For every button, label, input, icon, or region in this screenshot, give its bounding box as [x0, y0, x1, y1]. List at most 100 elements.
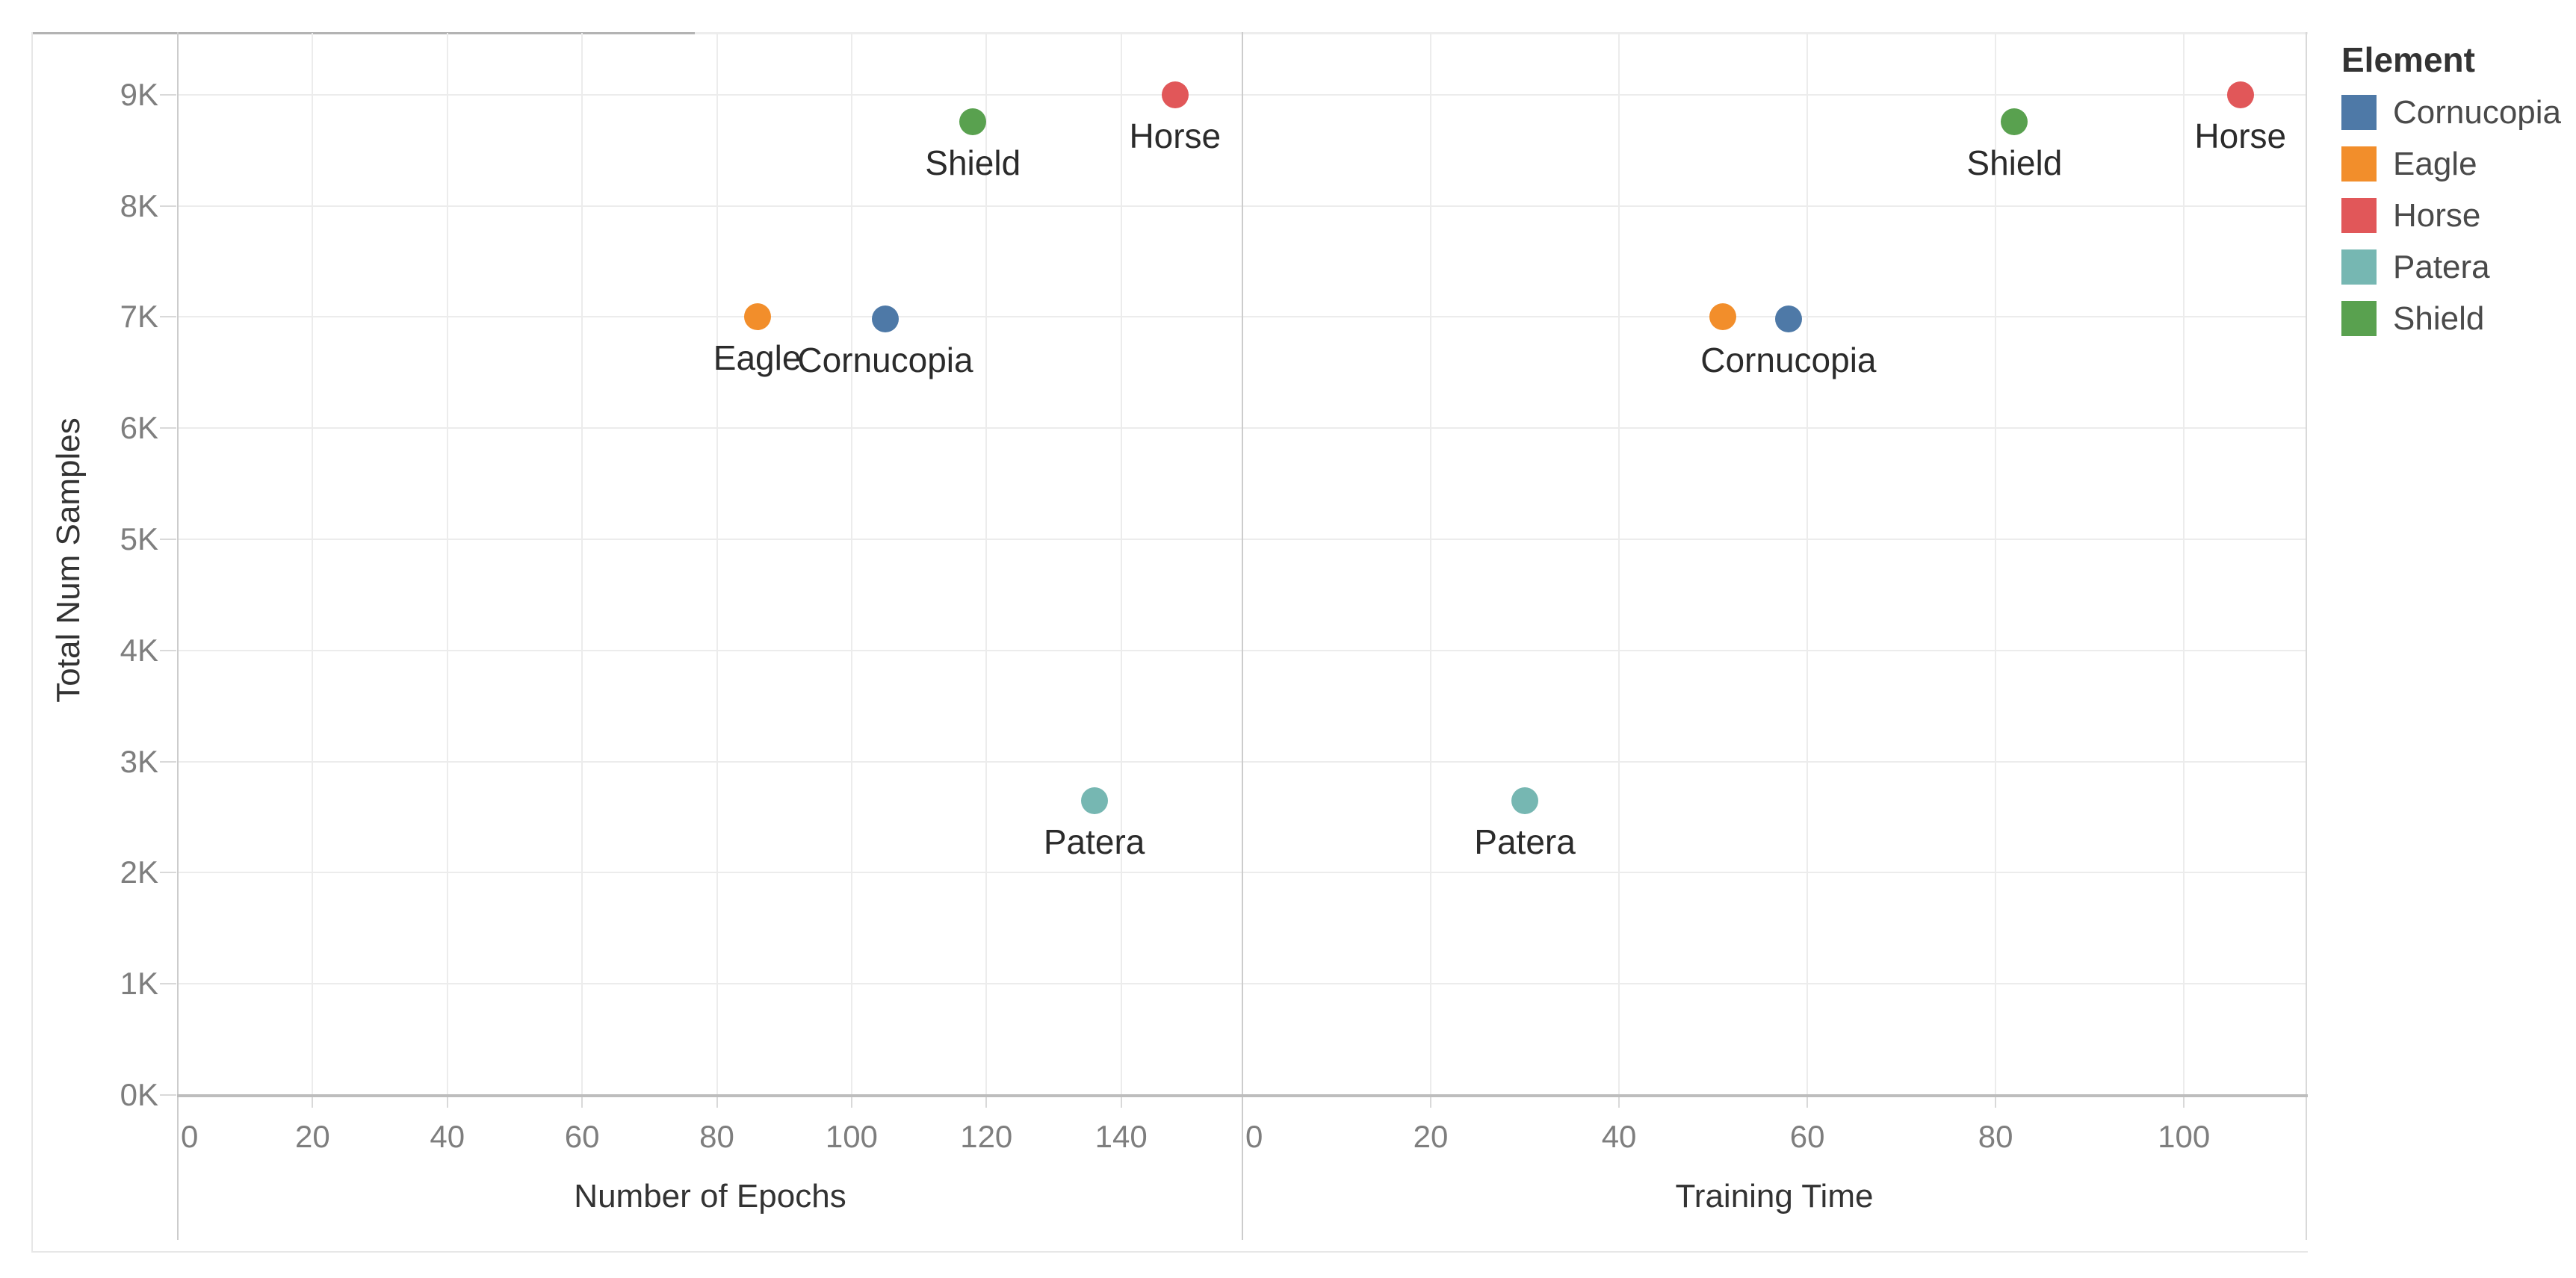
legend-item-label: Shield	[2393, 300, 2485, 337]
data-point-shield[interactable]	[959, 108, 987, 135]
x-axis-line	[177, 1094, 2308, 1097]
plot-border-bottom	[31, 1251, 2308, 1253]
legend-swatch-eagle	[2341, 146, 2377, 182]
data-point-patera[interactable]	[1080, 787, 1108, 814]
x-axis-title-epochs: Number of Epochs	[574, 1178, 846, 1215]
legend-item-cornucopia[interactable]: Cornucopia	[2341, 87, 2576, 138]
plot-border-top	[695, 32, 2308, 34]
x-tick-mark	[1995, 1095, 1997, 1108]
legend: Element Cornucopia Eagle Horse Patera Shield	[2341, 40, 2576, 344]
y-tick-label: 0K	[120, 1077, 158, 1112]
y-tick-mark	[160, 205, 176, 207]
y-tick-label: 3K	[120, 743, 158, 779]
y-tick-mark	[160, 539, 176, 540]
y-tick-mark	[160, 427, 176, 429]
x-tick-label: 60	[564, 1119, 600, 1154]
y-tick-label: 7K	[120, 299, 158, 335]
data-point-eagle[interactable]	[743, 303, 771, 331]
legend-item-label: Cornucopia	[2393, 93, 2562, 131]
x-tick-label: 0	[1245, 1119, 1263, 1154]
y-tick-mark	[160, 872, 176, 874]
plot-right-border-line	[2306, 32, 2307, 1240]
x-tick-label: 80	[1978, 1119, 2013, 1154]
x-tick-label: 100	[825, 1119, 878, 1154]
legend-swatch-patera	[2341, 249, 2377, 285]
x-tick-mark	[312, 1095, 314, 1108]
data-point-patera[interactable]	[1511, 787, 1539, 814]
y-tick-label: 5K	[120, 521, 158, 556]
legend-item-label: Eagle	[2393, 145, 2477, 182]
y-tick-label: 9K	[120, 76, 158, 112]
data-point-cornucopia[interactable]	[871, 305, 899, 333]
legend-title: Element	[2341, 40, 2475, 79]
legend-item-label: Horse	[2393, 196, 2481, 234]
legend-item-eagle[interactable]: Eagle	[2341, 138, 2576, 190]
mark-label-horse: Horse	[1129, 116, 1222, 155]
mark-label-shield: Shield	[925, 143, 1021, 182]
y-tick-label: 2K	[120, 854, 158, 890]
y-tick-mark	[160, 93, 176, 96]
mark-label-shield: Shield	[1966, 143, 2063, 182]
x-tick-mark	[1120, 1095, 1122, 1108]
x-tick-label: 60	[1789, 1119, 1825, 1154]
x-tick-mark	[1430, 1095, 1432, 1108]
x-tick-label: 120	[960, 1119, 1013, 1154]
x-tick-label: 20	[295, 1119, 330, 1154]
data-point-horse[interactable]	[1161, 81, 1189, 108]
y-tick-mark	[160, 649, 176, 651]
x-gridline	[312, 33, 314, 1095]
x-gridline	[1806, 33, 1809, 1095]
legend-item-horse[interactable]: Horse	[2341, 190, 2576, 241]
x-tick-mark	[850, 1095, 852, 1108]
legend-swatch-horse	[2341, 198, 2377, 233]
x-tick-mark	[446, 1095, 448, 1108]
x-tick-label: 140	[1095, 1119, 1148, 1154]
data-point-horse[interactable]	[2226, 81, 2254, 108]
data-point-shield[interactable]	[2001, 108, 2028, 135]
x-gridline	[850, 33, 852, 1095]
x-gridline	[1995, 33, 1997, 1095]
mark-label-patera: Patera	[1474, 822, 1576, 861]
x-gridline	[1618, 33, 1620, 1095]
panel-divider-line	[1242, 32, 1243, 1240]
x-gridline	[985, 33, 988, 1095]
x-tick-mark	[1618, 1095, 1620, 1108]
mark-label-horse: Horse	[2194, 116, 2287, 155]
plot-border-top-left-segment	[31, 32, 695, 34]
y-tick-mark	[160, 1094, 176, 1096]
x-tick-mark	[985, 1095, 988, 1108]
x-gridline	[1120, 33, 1122, 1095]
legend-item-shield[interactable]: Shield	[2341, 293, 2576, 344]
y-tick-label: 1K	[120, 966, 158, 1002]
x-tick-mark	[716, 1095, 718, 1108]
y-tick-mark	[160, 760, 176, 763]
y-tick-mark	[160, 983, 176, 985]
legend-item-patera[interactable]: Patera	[2341, 241, 2576, 293]
x-gridline	[1430, 33, 1432, 1095]
x-tick-label: 80	[699, 1119, 734, 1154]
x-tick-label: 0	[181, 1119, 199, 1154]
x-gridline	[581, 33, 583, 1095]
mark-label-patera: Patera	[1043, 822, 1145, 861]
x-tick-label: 20	[1413, 1119, 1449, 1154]
mark-label-cornucopia: Cornucopia	[797, 341, 973, 380]
x-tick-label: 40	[1601, 1119, 1637, 1154]
data-point-eagle[interactable]	[1709, 303, 1736, 331]
x-tick-mark	[581, 1095, 583, 1108]
legend-items: Cornucopia Eagle Horse Patera Shield	[2341, 87, 2576, 344]
mark-label-eagle: Eagle	[713, 338, 802, 378]
legend-swatch-shield	[2341, 301, 2377, 336]
mark-label-cornucopia: Cornucopia	[1700, 341, 1877, 380]
data-point-cornucopia[interactable]	[1774, 305, 1802, 333]
y-tick-label: 8K	[120, 187, 158, 223]
x-tick-mark	[2183, 1095, 2185, 1108]
y-axis-line	[177, 32, 179, 1240]
legend-swatch-cornucopia	[2341, 95, 2377, 130]
x-gridline	[2183, 33, 2185, 1095]
y-tick-label: 6K	[120, 410, 158, 446]
x-gridline	[446, 33, 448, 1095]
y-tick-label: 4K	[120, 632, 158, 668]
plot-border-left	[31, 32, 33, 1253]
